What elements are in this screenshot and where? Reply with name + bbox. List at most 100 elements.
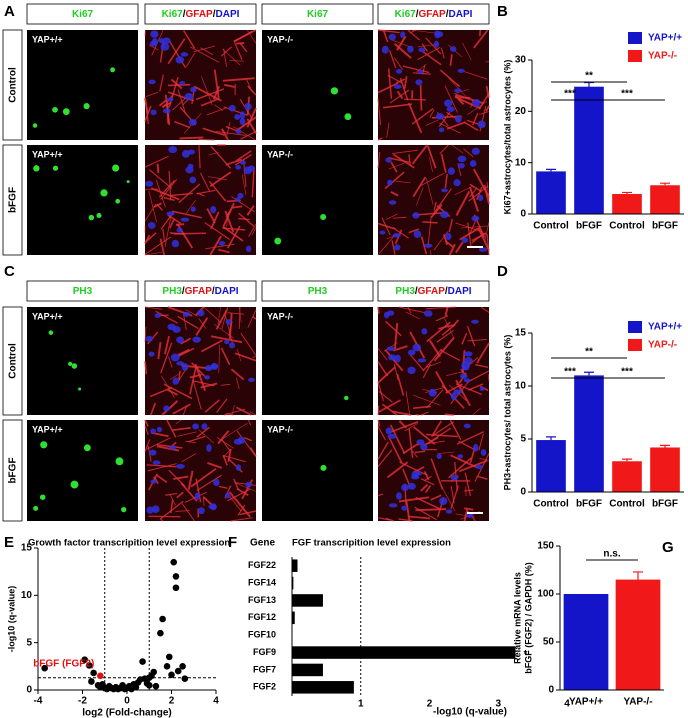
nucleus [248,377,255,383]
fiber [390,161,398,173]
nucleus [181,363,189,371]
bar [536,171,566,214]
fiber [224,83,235,88]
micrograph-bg [27,145,138,255]
fiber [240,332,257,356]
fiber [450,485,459,510]
y-tick-label: 15 [21,543,33,554]
fiber [464,507,474,511]
stained-cell [33,165,40,172]
fiber [144,105,152,122]
micrograph-bg [262,420,373,521]
fiber [429,109,435,118]
fiber [150,402,157,416]
fiber [454,185,474,196]
fiber [377,405,380,416]
fiber [432,421,454,436]
nucleus [176,361,185,366]
fiber [426,389,444,409]
fiber [177,431,197,437]
fiber [227,312,245,315]
fiber [169,494,176,506]
bar [292,646,516,659]
nucleus [163,405,170,412]
x-tick-label: 1 [358,699,364,710]
fiber [386,461,409,479]
fiber [475,364,489,368]
fiber [455,190,471,216]
fiber [210,335,243,344]
nucleus [189,176,197,184]
significance-label: n.s. [603,549,620,560]
fiber [193,45,216,53]
fiber [221,128,229,141]
micrograph-bg [262,307,373,415]
fiber [238,217,250,221]
nucleus [172,377,180,385]
fiber [146,437,171,450]
fiber [203,306,222,324]
micrograph [377,419,490,522]
nucleus [471,147,480,155]
nucleus [179,80,186,86]
nucleus [187,163,194,169]
error-bar [546,168,556,172]
fiber [232,205,243,209]
nucleus [445,509,453,514]
nucleus [395,68,403,74]
fiber [221,306,229,330]
nucleus [180,217,190,222]
fiber [222,77,255,82]
fiber [388,157,411,164]
micrograph-bg [27,30,138,140]
fiber [233,126,256,141]
category-label: FGF14 [248,577,276,587]
fiber [444,413,454,416]
fiber [468,186,480,212]
nucleus [234,114,241,120]
category-label: FGF2 [253,682,276,692]
fiber [393,322,399,350]
error-bar [546,436,556,441]
bar [292,594,323,607]
fiber [381,217,391,236]
nucleus [401,483,409,492]
fiber [145,91,159,97]
fiber [200,382,218,389]
x-tick-label: YAP-/- [623,697,652,708]
fiber [169,372,181,380]
fiber [207,176,228,181]
fiber [176,491,184,499]
fiber [377,347,388,361]
header-part: DAPI [216,9,240,20]
nucleus [473,443,479,452]
stained-cell [39,494,46,500]
fiber [147,463,177,472]
nucleus [407,349,416,356]
nucleus [421,328,428,335]
significance-label: *** [621,89,633,100]
micrograph [144,29,257,141]
fiber [382,29,389,43]
fiber [179,136,204,140]
nucleus [387,310,395,316]
nucleus [245,245,252,253]
nucleus [472,98,481,107]
point [168,671,175,679]
header-part: / [416,9,419,20]
nucleus [192,336,201,343]
genotype-label: YAP+/+ [32,311,63,321]
micrograph [377,144,490,256]
chart-title: Growth factor transcripition level expre… [28,538,230,549]
nucleus [407,45,414,53]
header-box [261,280,374,302]
fiber [205,243,235,250]
fiber [198,318,207,329]
fiber [377,137,383,141]
nucleus [400,31,406,39]
header-part: DAPI [215,286,239,297]
fiber [144,236,171,255]
fiber [426,433,458,438]
fiber [405,500,411,522]
